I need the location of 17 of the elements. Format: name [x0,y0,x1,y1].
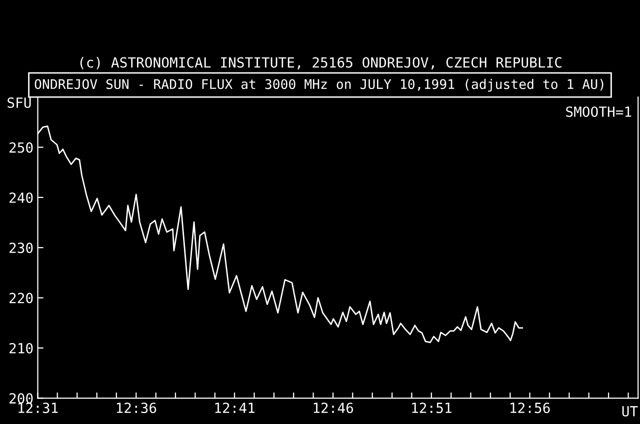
x-tick-label: 12:46 [314,402,354,414]
y-tick-label: 220 [10,292,33,304]
text: (c) ASTRONOMICAL INSTITUTE, 25165 ONDREJOV, CZECH REPUBLIC [80,56,562,70]
x-axis-title: UT [622,406,638,416]
x-tick-label: 12:31 [18,402,58,414]
y-tick-label: 200 [10,393,33,404]
y-tick-label: 240 [10,192,33,203]
annotation: SMOOTH=1 [566,106,632,117]
x-tick-label: 12:36 [116,402,156,414]
y-tick-label: 250 [10,142,33,153]
x-tick-label: 12:41 [215,402,254,413]
x-tick-label: 12:51 [412,402,452,414]
y-axis-title: SFU [8,97,31,108]
y-tick-label: 210 [10,342,33,354]
y-tick-label: 230 [10,242,33,254]
x-tick-label: 12:56 [510,402,550,414]
chart-title: ONDREJOV SUN - RADIO FLUX at 3000 MHz on JULY 10,1991 (adjusted to 1 AU) [34,78,604,92]
